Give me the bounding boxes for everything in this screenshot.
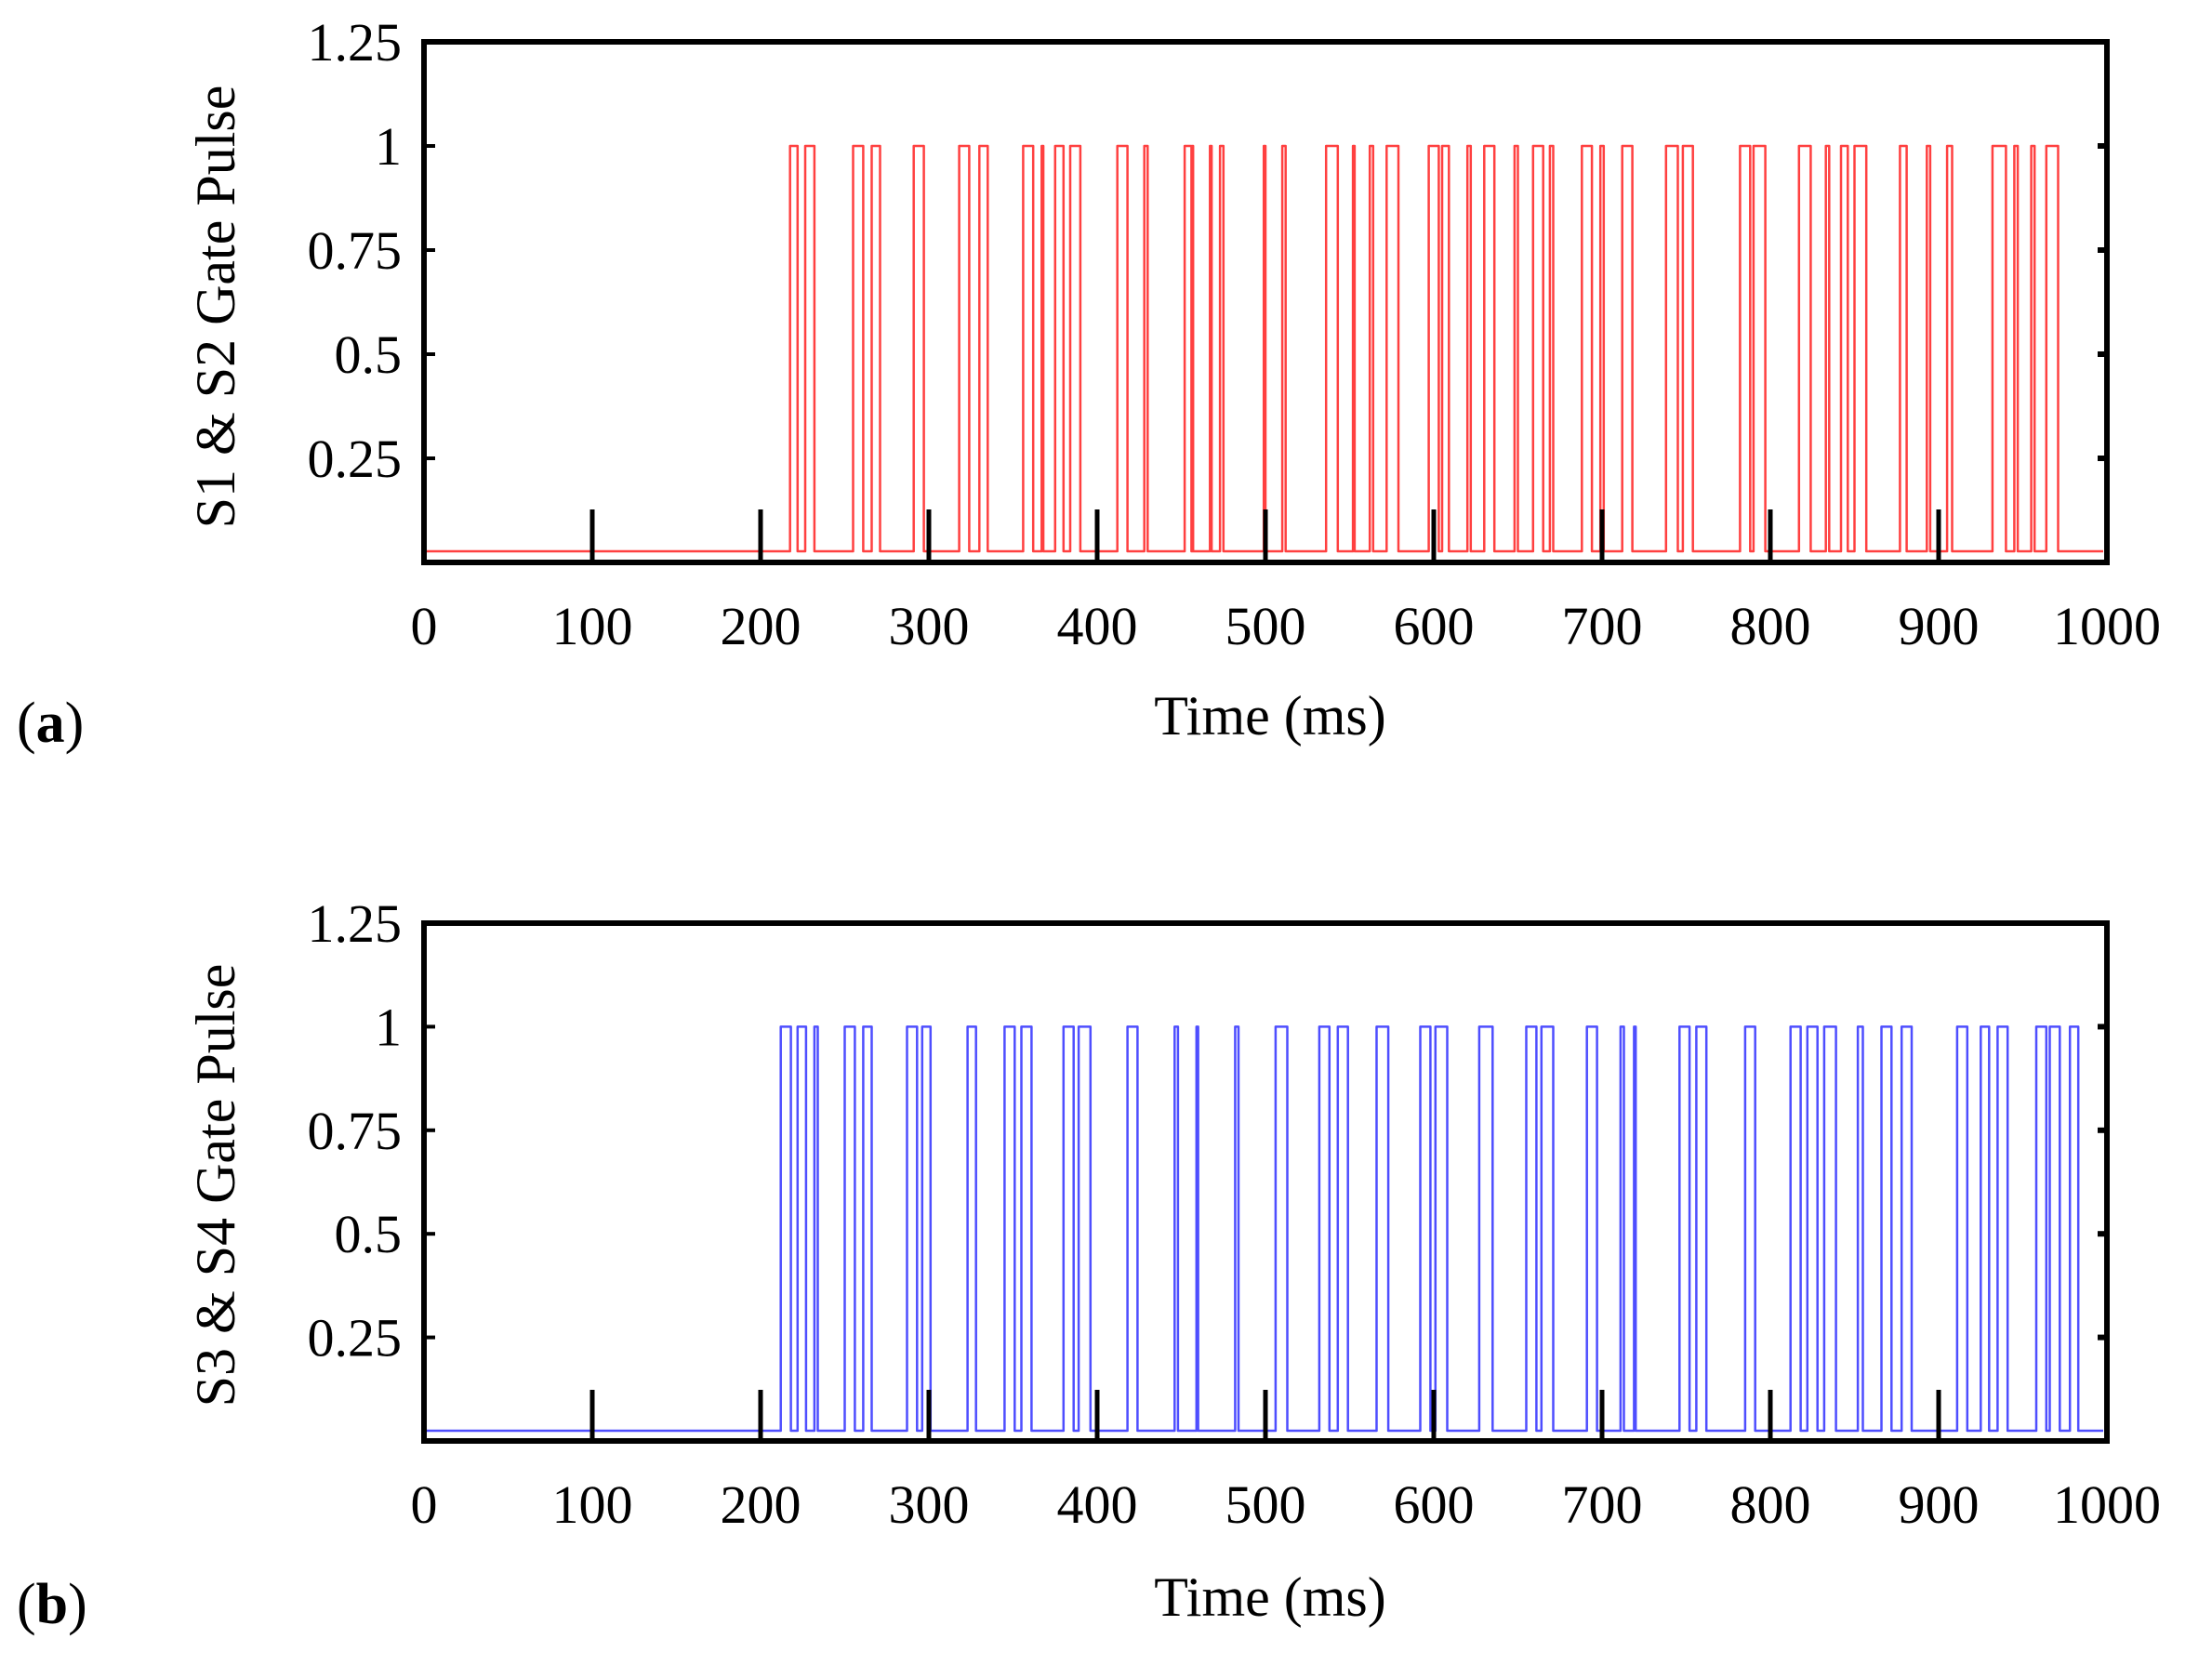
panel-a-label: (a)	[17, 692, 84, 755]
panel-b-x-tick-label-0: 0	[411, 1474, 438, 1535]
panel-a-x-tick-label-1000: 1000	[2053, 596, 2161, 656]
panel-b-y-tick-label-0.5: 0.5	[335, 1204, 403, 1264]
panel-b-x-tick-label-600: 600	[1394, 1474, 1475, 1535]
panel-b-y-tick-label-0.25: 0.25	[308, 1308, 403, 1368]
panel-a-pulse-series-0	[424, 144, 2103, 553]
panel-a-x-tick-label-400: 400	[1057, 596, 1138, 656]
panel-b-y-tick-label-1.25: 1.25	[308, 893, 403, 954]
panel-a: 0 100 200 300 400 500 600 700 800 900 1000 0.25 0.5 0…	[17, 12, 2161, 755]
panel-b-xlabel: Time (ms)	[1154, 1566, 1386, 1628]
panel-a-y-tick-label-0.75: 0.75	[308, 220, 403, 281]
panel-a-ylabel: S1 & S2 Gate Pulse	[185, 86, 246, 529]
panel-a-x-tick-label-900: 900	[1899, 596, 1980, 656]
panel-b-letter: b	[36, 1573, 68, 1636]
panel-a-x-tick-label-0: 0	[411, 596, 438, 656]
panel-b: 0 100 200 300 400 500 600 700 800 900 1000 0.25 0.5 0…	[17, 893, 2161, 1636]
panel-a-x-tick-label-200: 200	[721, 596, 801, 656]
panel-a-x-tick-label-800: 800	[1730, 596, 1811, 656]
panel-b-ticks: 0 100 200 300 400 500 600 700 800 900 1000 0.25 0.5 0…	[308, 893, 2162, 1535]
panel-a-x-tick-label-500: 500	[1225, 596, 1306, 656]
panel-a-y-tick-label-0.5: 0.5	[335, 324, 403, 385]
panel-a-y-tick-label-0.25: 0.25	[308, 429, 403, 489]
panel-b-x-tick-label-900: 900	[1899, 1474, 1980, 1535]
panel-a-x-tick-label-100: 100	[552, 596, 633, 656]
panel-a-y-tick-label-1.25: 1.25	[308, 12, 403, 73]
panel-b-series	[424, 1025, 2103, 1433]
panel-b-x-tick-label-100: 100	[552, 1474, 633, 1535]
panel-b-y-tick-label-1: 1	[375, 997, 402, 1057]
panel-b-x-tick-label-500: 500	[1225, 1474, 1306, 1535]
panel-a-letter: a	[36, 692, 65, 755]
panel-a-ticks: 0 100 200 300 400 500 600 700 800 900 1000 0.25 0.5 0…	[308, 12, 2162, 656]
panel-a-x-tick-label-700: 700	[1562, 596, 1643, 656]
panel-b-y-tick-label-0.75: 0.75	[308, 1101, 403, 1161]
panel-b-label: (b)	[17, 1573, 87, 1636]
panel-a-xlabel: Time (ms)	[1154, 685, 1386, 747]
panel-b-x-tick-label-800: 800	[1730, 1474, 1811, 1535]
panel-a-x-tick-label-300: 300	[889, 596, 970, 656]
panel-b-plot-frame	[421, 920, 2110, 1444]
panel-b-x-tick-label-400: 400	[1057, 1474, 1138, 1535]
panel-b-x-tick-label-300: 300	[889, 1474, 970, 1535]
panel-a-y-tick-label-1: 1	[375, 116, 402, 177]
panel-b-ylabel: S3 & S4 Gate Pulse	[185, 964, 246, 1407]
panel-b-x-tick-label-200: 200	[721, 1474, 801, 1535]
panel-b-pulse-series-0	[424, 1025, 2103, 1433]
panel-b-x-tick-label-700: 700	[1562, 1474, 1643, 1535]
panel-b-x-tick-label-1000: 1000	[2053, 1474, 2161, 1535]
panel-a-series	[424, 144, 2103, 553]
panel-a-x-tick-label-600: 600	[1394, 596, 1475, 656]
